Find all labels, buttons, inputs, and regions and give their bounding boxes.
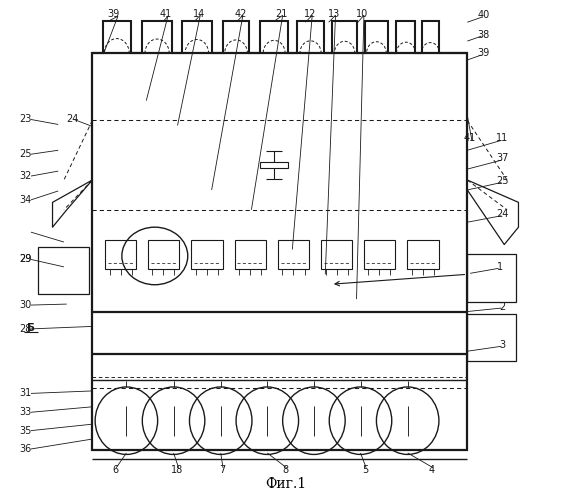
Text: 39: 39 bbox=[108, 9, 120, 19]
Text: 3: 3 bbox=[500, 340, 506, 350]
Text: 28: 28 bbox=[19, 324, 31, 334]
Text: 41: 41 bbox=[160, 9, 172, 19]
Text: 25: 25 bbox=[19, 149, 31, 159]
Bar bbox=[93, 53, 467, 451]
Text: 7: 7 bbox=[219, 466, 225, 476]
Text: 29: 29 bbox=[19, 254, 31, 264]
Text: 31: 31 bbox=[19, 388, 31, 398]
Text: 14: 14 bbox=[193, 9, 205, 19]
Text: 10: 10 bbox=[356, 9, 368, 19]
Text: 13: 13 bbox=[328, 9, 340, 19]
Text: 23: 23 bbox=[19, 114, 31, 124]
Text: 12: 12 bbox=[304, 9, 317, 19]
Bar bbox=[278, 240, 309, 269]
Text: 33: 33 bbox=[19, 407, 31, 417]
Bar bbox=[407, 240, 439, 269]
Text: 36: 36 bbox=[19, 444, 31, 454]
Text: 11: 11 bbox=[496, 133, 509, 143]
Text: 6: 6 bbox=[112, 466, 118, 476]
Text: 24: 24 bbox=[496, 209, 509, 219]
Text: 4: 4 bbox=[429, 466, 435, 476]
Text: 40: 40 bbox=[477, 10, 489, 20]
Bar bbox=[467, 254, 516, 301]
Bar bbox=[38, 247, 90, 294]
Bar bbox=[191, 240, 223, 269]
Text: 30: 30 bbox=[19, 300, 31, 310]
Bar bbox=[364, 240, 395, 269]
Text: 39: 39 bbox=[477, 48, 489, 58]
Bar bbox=[321, 240, 352, 269]
Bar bbox=[235, 240, 266, 269]
Text: 32: 32 bbox=[19, 171, 31, 181]
Text: 34: 34 bbox=[19, 195, 31, 205]
Text: Б: Б bbox=[27, 323, 35, 333]
Text: 25: 25 bbox=[496, 176, 509, 186]
Text: 8: 8 bbox=[283, 466, 288, 476]
Bar bbox=[148, 240, 179, 269]
Text: Фиг.1: Фиг.1 bbox=[265, 477, 306, 491]
Text: 42: 42 bbox=[235, 9, 247, 19]
Text: 38: 38 bbox=[477, 30, 489, 40]
Text: 1: 1 bbox=[497, 262, 504, 272]
Text: 2: 2 bbox=[500, 301, 506, 311]
Bar bbox=[467, 314, 516, 361]
Text: 21: 21 bbox=[275, 9, 287, 19]
Text: 41: 41 bbox=[464, 133, 476, 143]
Text: 5: 5 bbox=[362, 466, 368, 476]
Text: 24: 24 bbox=[66, 114, 79, 124]
Text: 37: 37 bbox=[496, 153, 509, 163]
Text: 18: 18 bbox=[171, 466, 184, 476]
Text: 29: 29 bbox=[19, 254, 31, 264]
Text: 35: 35 bbox=[19, 426, 31, 436]
Bar bbox=[105, 240, 136, 269]
Bar bbox=[260, 162, 288, 168]
